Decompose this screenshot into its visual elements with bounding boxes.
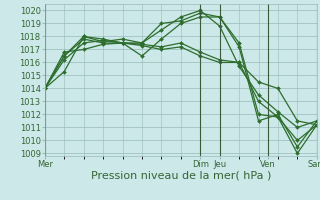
X-axis label: Pression niveau de la mer( hPa ): Pression niveau de la mer( hPa ) [91, 171, 271, 181]
